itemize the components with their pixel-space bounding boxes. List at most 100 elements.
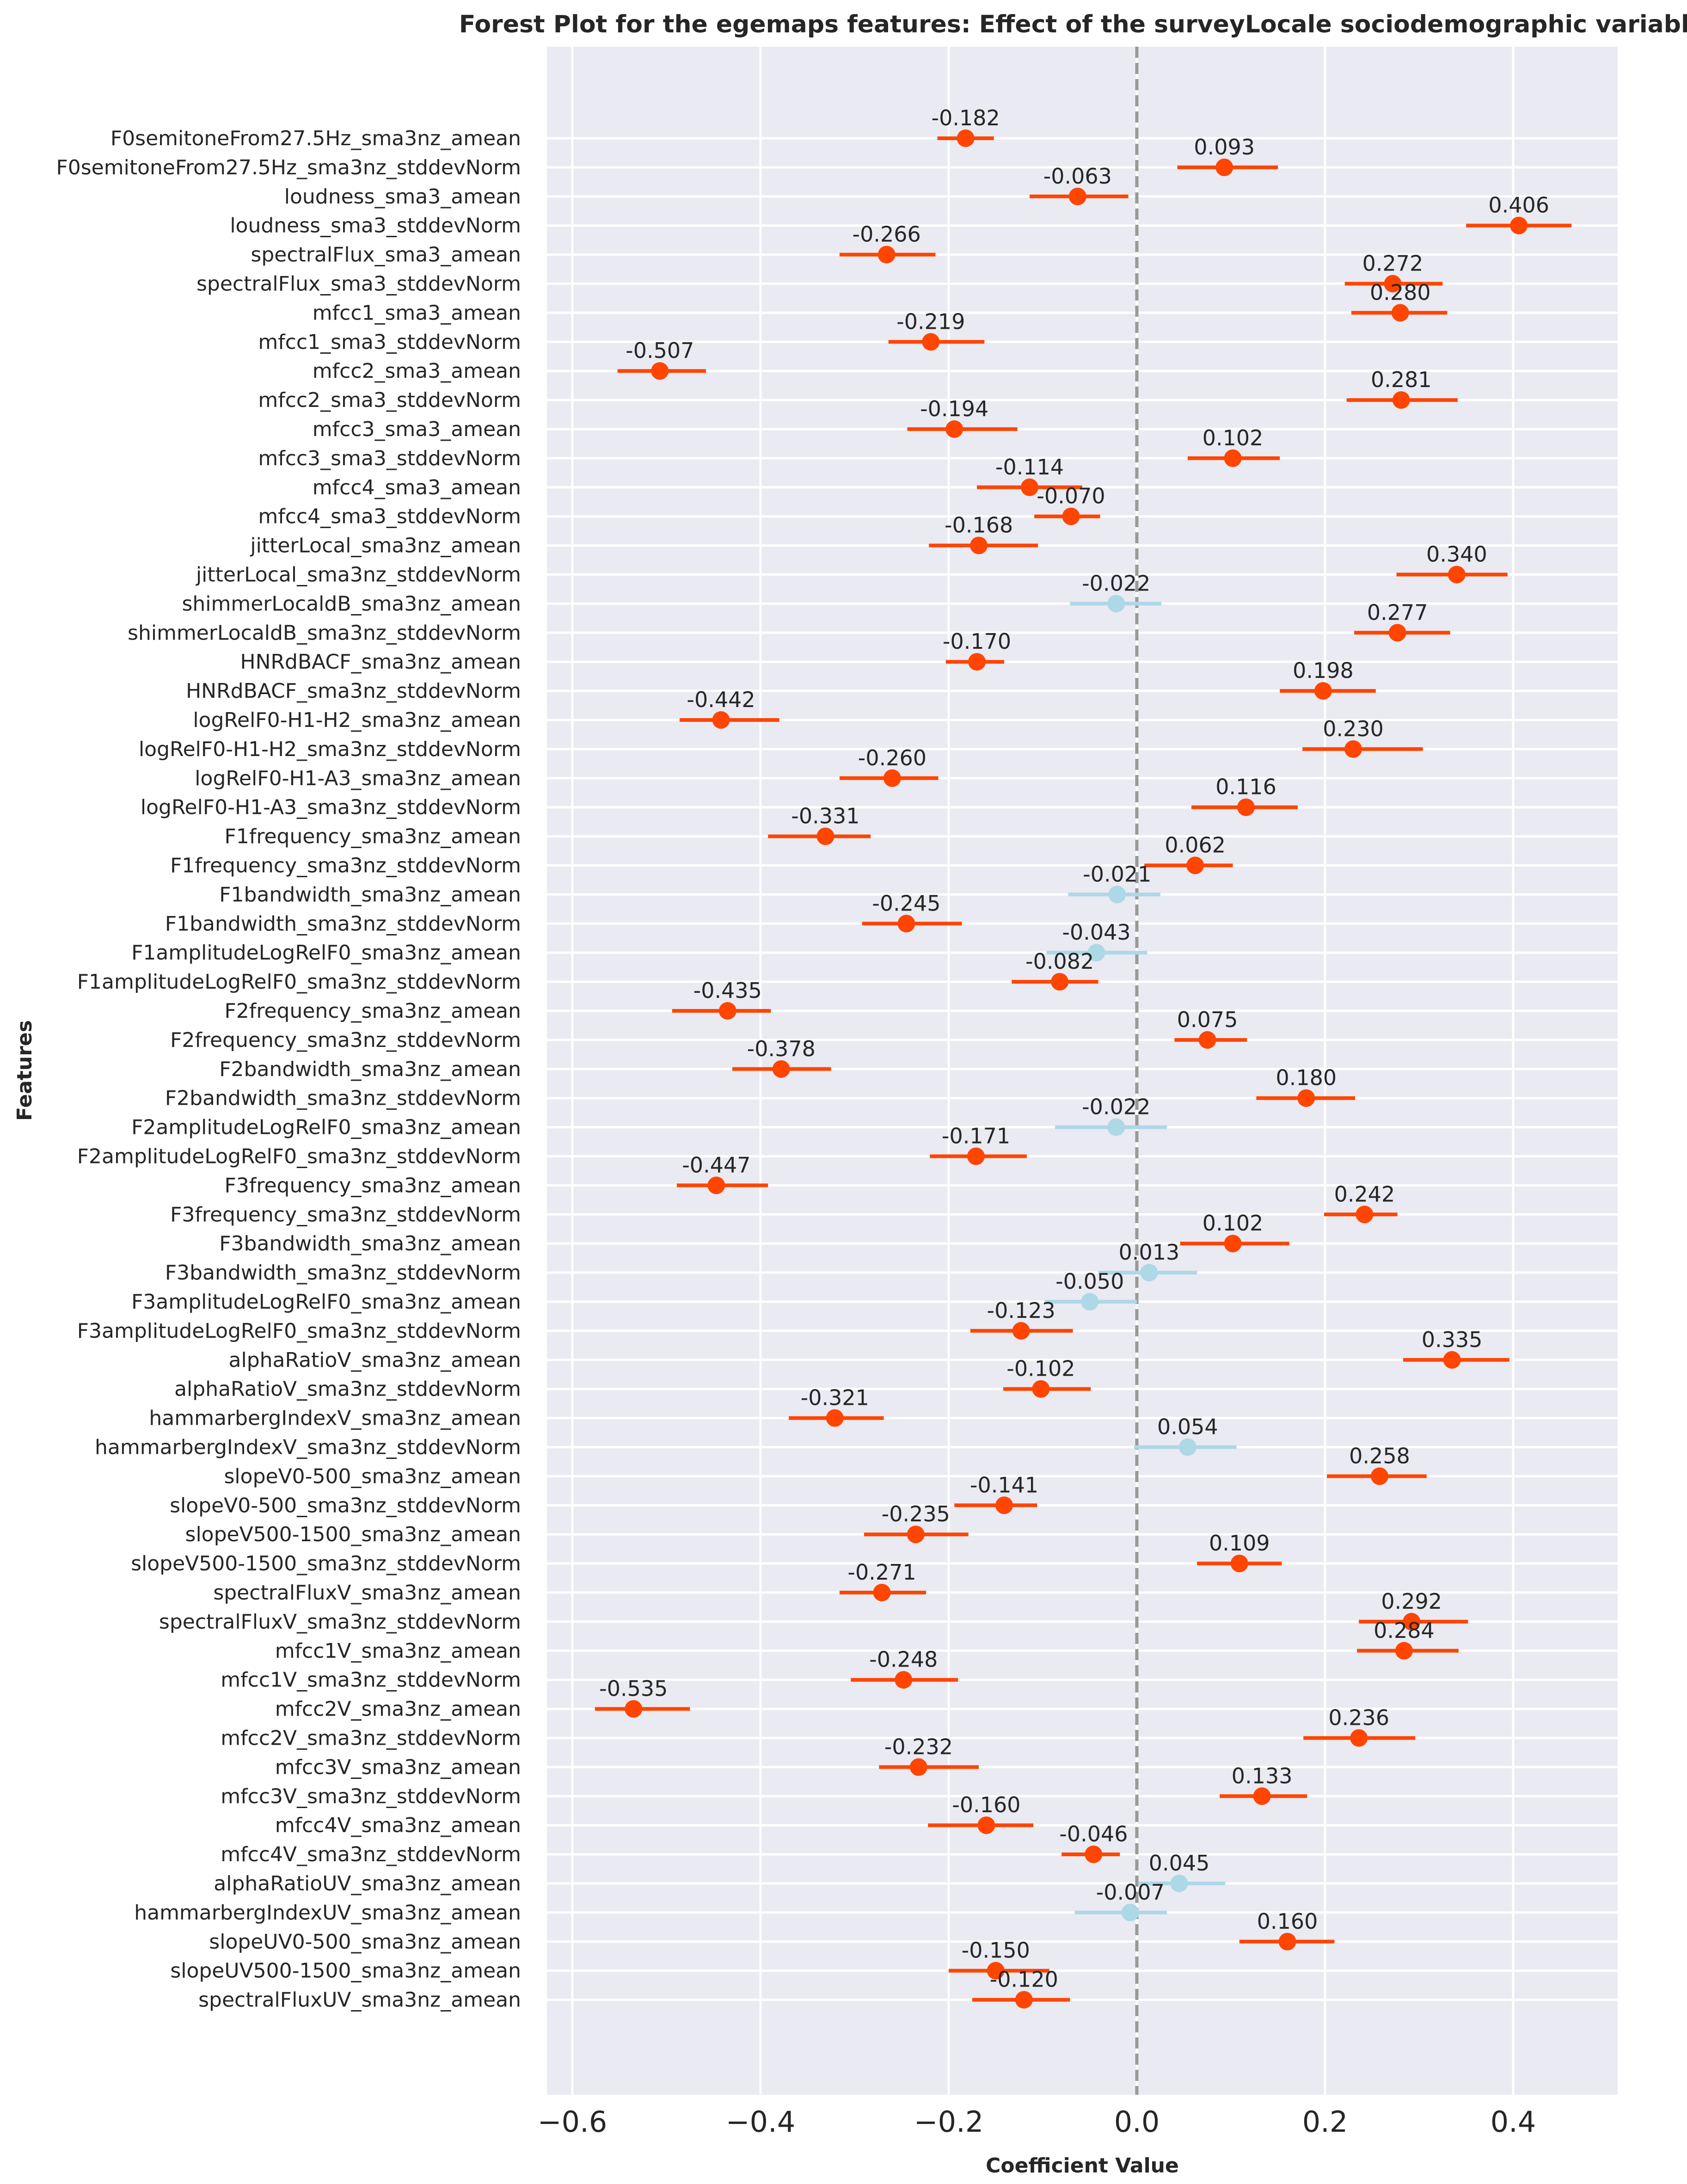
y-tick-label: F1bandwidth_sma3nz_amean bbox=[219, 883, 521, 906]
estimate-point bbox=[977, 1816, 995, 1834]
y-tick-label: F1frequency_sma3nz_stddevNorm bbox=[170, 854, 521, 878]
y-tick-label: alphaRatioUV_sma3nz_amean bbox=[214, 1872, 521, 1895]
value-label: 0.272 bbox=[1362, 251, 1423, 276]
estimate-point bbox=[1087, 944, 1105, 962]
y-tick-label: logRelF0-H1-A3_sma3nz_stddevNorm bbox=[141, 796, 521, 819]
x-tick-label: −0.2 bbox=[914, 2105, 984, 2139]
estimate-point bbox=[1012, 1322, 1030, 1340]
x-tick-label: 0.2 bbox=[1302, 2105, 1348, 2139]
y-tick-label: F1frequency_sma3nz_amean bbox=[225, 825, 521, 849]
y-tick-label: F1amplitudeLogRelF0_sma3nz_stddevNorm bbox=[77, 970, 521, 994]
value-label: -0.043 bbox=[1062, 920, 1130, 945]
y-tick-label: F2bandwidth_sma3nz_stddevNorm bbox=[165, 1087, 521, 1110]
value-label: 0.284 bbox=[1374, 1618, 1435, 1643]
estimate-point bbox=[1237, 798, 1255, 816]
y-tick-label: mfcc2_sma3_amean bbox=[313, 359, 521, 383]
value-label: 0.292 bbox=[1381, 1589, 1442, 1614]
y-tick-label: mfcc2V_sma3nz_stddevNorm bbox=[221, 1727, 521, 1750]
value-label: 0.242 bbox=[1334, 1181, 1395, 1206]
y-tick-label: shimmerLocaldB_sma3nz_amean bbox=[182, 592, 521, 615]
value-label: -0.260 bbox=[858, 745, 926, 770]
y-tick-label: loudness_sma3_stddevNorm bbox=[230, 214, 521, 238]
y-tick-label: F1bandwidth_sma3nz_stddevNorm bbox=[165, 912, 521, 935]
y-tick-label: mfcc4_sma3_stddevNorm bbox=[258, 505, 521, 529]
value-label: -0.170 bbox=[943, 629, 1011, 654]
y-tick-label: hammarbergIndexUV_sma3nz_amean bbox=[134, 1901, 521, 1925]
value-label: -0.219 bbox=[896, 309, 965, 334]
estimate-point bbox=[1170, 1875, 1188, 1892]
y-tick-label: mfcc2_sma3_stddevNorm bbox=[258, 388, 521, 412]
y-tick-label: logRelF0-H1-H2_sma3nz_stddevNorm bbox=[139, 738, 521, 761]
value-label: -0.245 bbox=[872, 891, 940, 916]
estimate-point bbox=[1253, 1787, 1271, 1805]
value-label: 0.406 bbox=[1488, 193, 1549, 218]
y-tick-label: shimmerLocaldB_sma3nz_stddevNorm bbox=[128, 621, 521, 645]
y-tick-label: F3bandwidth_sma3nz_amean bbox=[219, 1232, 521, 1255]
estimate-point bbox=[897, 915, 915, 933]
estimate-point bbox=[907, 1526, 925, 1544]
estimate-point bbox=[1107, 595, 1125, 613]
estimate-point bbox=[970, 536, 988, 554]
value-label: 0.180 bbox=[1276, 1065, 1337, 1090]
x-tick-label: −0.6 bbox=[538, 2105, 607, 2139]
estimate-point bbox=[1015, 1991, 1033, 2009]
grid-lines bbox=[547, 47, 1618, 2095]
value-label: -0.070 bbox=[1037, 484, 1105, 509]
x-axis-title: Coefficient Value bbox=[986, 2154, 1179, 2178]
estimate-point bbox=[1230, 1555, 1248, 1573]
value-label: 0.335 bbox=[1422, 1327, 1483, 1352]
estimate-point bbox=[1278, 1932, 1296, 1950]
value-label: 0.230 bbox=[1323, 716, 1384, 741]
estimate-point bbox=[1350, 1729, 1368, 1747]
estimate-point bbox=[1371, 1467, 1389, 1485]
value-label: -0.063 bbox=[1043, 164, 1112, 189]
estimate-point bbox=[1062, 507, 1080, 525]
estimate-point bbox=[1081, 1293, 1099, 1310]
y-tick-label: mfcc3V_sma3nz_amean bbox=[275, 1755, 521, 1779]
value-label: -0.235 bbox=[882, 1501, 950, 1526]
value-label: 0.280 bbox=[1370, 280, 1431, 305]
value-label: 0.281 bbox=[1371, 367, 1432, 392]
y-tick-label: mfcc2V_sma3nz_amean bbox=[275, 1698, 521, 1721]
estimate-point bbox=[1032, 1380, 1050, 1398]
value-label: -0.102 bbox=[1006, 1356, 1075, 1381]
value-label: -0.266 bbox=[853, 222, 921, 247]
estimate-point bbox=[1224, 1235, 1242, 1253]
estimate-point bbox=[1356, 1206, 1374, 1224]
estimate-point bbox=[1068, 187, 1086, 205]
value-label: -0.141 bbox=[970, 1472, 1038, 1497]
estimate-point bbox=[1051, 973, 1069, 991]
estimate-point bbox=[1021, 478, 1039, 496]
y-tick-label: mfcc1V_sma3nz_amean bbox=[275, 1639, 521, 1663]
value-label: 0.236 bbox=[1328, 1705, 1389, 1730]
value-label: 0.277 bbox=[1367, 600, 1428, 625]
y-tick-label: mfcc1_sma3_stddevNorm bbox=[258, 330, 521, 354]
estimate-point bbox=[772, 1060, 790, 1078]
y-tick-label: F2amplitudeLogRelF0_sma3nz_stddevNorm bbox=[77, 1145, 521, 1169]
estimate-point bbox=[1108, 886, 1126, 904]
value-label: -0.378 bbox=[747, 1036, 816, 1061]
y-tick-label: loudness_sma3_amean bbox=[284, 185, 521, 209]
y-tick-label: spectralFlux_sma3_stddevNorm bbox=[196, 272, 521, 296]
estimate-point bbox=[625, 1700, 643, 1718]
y-tick-label: slopeV0-500_sma3nz_stddevNorm bbox=[170, 1494, 521, 1517]
value-label: -0.150 bbox=[962, 1938, 1030, 1963]
estimate-point bbox=[873, 1584, 891, 1601]
value-label: 0.340 bbox=[1426, 542, 1487, 567]
y-tick-label: spectralFluxV_sma3nz_stddevNorm bbox=[159, 1610, 521, 1634]
value-label: 0.093 bbox=[1194, 135, 1255, 160]
value-label: 0.258 bbox=[1349, 1443, 1410, 1468]
y-tick-label: F2frequency_sma3nz_amean bbox=[225, 999, 521, 1023]
y-tick-label: jitterLocal_sma3nz_amean bbox=[250, 534, 521, 558]
estimate-point bbox=[1198, 1031, 1216, 1049]
estimate-point bbox=[1215, 158, 1233, 176]
estimate-point bbox=[1186, 856, 1204, 874]
estimate-point bbox=[1085, 1846, 1103, 1864]
value-label: -0.271 bbox=[847, 1560, 916, 1585]
y-tick-label: mfcc4V_sma3nz_stddevNorm bbox=[221, 1843, 521, 1866]
estimate-point bbox=[1314, 682, 1332, 700]
value-label: -0.114 bbox=[995, 455, 1064, 480]
y-tick-label: F1amplitudeLogRelF0_sma3nz_amean bbox=[131, 941, 521, 965]
value-label: -0.248 bbox=[869, 1647, 938, 1672]
